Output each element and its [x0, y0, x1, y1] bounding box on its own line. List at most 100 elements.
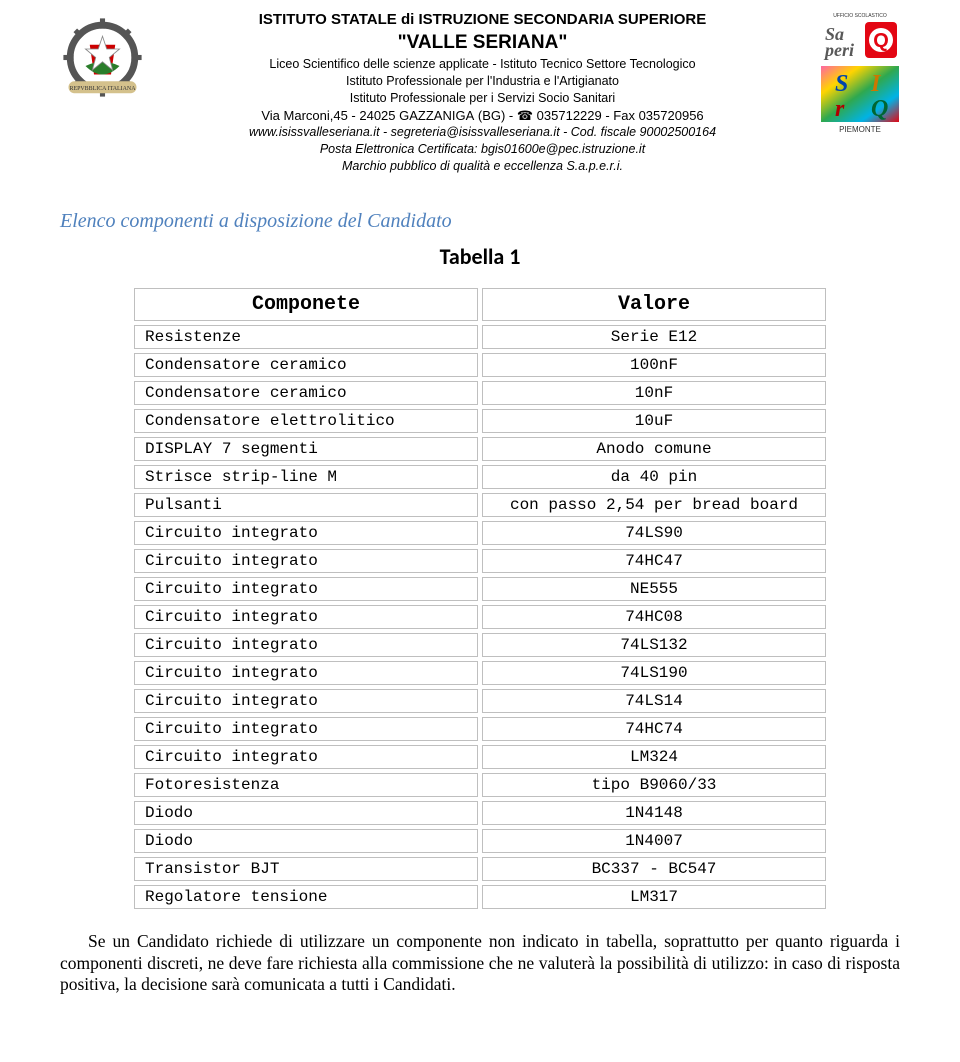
cell-valore: Serie E12: [482, 325, 826, 349]
institute-sub-1: Liceo Scientifico delle scienze applicat…: [155, 56, 810, 73]
institute-sub-2: Istituto Professionale per l'Industria e…: [155, 73, 810, 90]
cell-componente: Strisce strip-line M: [134, 465, 478, 489]
cell-valore: 74HC47: [482, 549, 826, 573]
cell-valore: 10uF: [482, 409, 826, 433]
svg-text:PIEMONTE: PIEMONTE: [839, 125, 881, 134]
cell-valore: 74LS132: [482, 633, 826, 657]
table-row: Fotoresistenzatipo B9060/33: [134, 773, 826, 797]
marchio-line: Marchio pubblico di qualità e eccellenza…: [155, 158, 810, 175]
table-row: Circuito integrato74HC47: [134, 549, 826, 573]
table-title: Tabella 1: [60, 243, 900, 270]
institute-name-1: ISTITUTO STATALE di ISTRUZIONE SECONDARI…: [155, 10, 810, 30]
pec-line: Posta Elettronica Certificata: bgis01600…: [155, 141, 810, 158]
cell-valore: tipo B9060/33: [482, 773, 826, 797]
col-header-componente: Componete: [134, 288, 478, 321]
table-row: Transistor BJTBC337 - BC547: [134, 857, 826, 881]
svg-text:peri: peri: [823, 40, 854, 60]
srq-logo-icon: S I r Q PIEMONTE: [821, 66, 899, 134]
address-smallcaps: AZZANIGA: [409, 108, 474, 123]
cell-componente: Circuito integrato: [134, 689, 478, 713]
components-table: Componete Valore ResistenzeSerie E12Cond…: [130, 284, 830, 913]
cell-valore: 100nF: [482, 353, 826, 377]
cell-valore: da 40 pin: [482, 465, 826, 489]
cell-valore: NE555: [482, 577, 826, 601]
svg-text:I: I: [870, 71, 882, 97]
address-pre: Via Marconi,45 - 24025 G: [261, 108, 409, 123]
table-row: Diodo1N4007: [134, 829, 826, 853]
cell-valore: Anodo comune: [482, 437, 826, 461]
document-page: REPVBBLICA ITALIANA ISTITUTO STATALE di …: [0, 0, 960, 1054]
cell-componente: Regolatore tensione: [134, 885, 478, 909]
cell-componente: Transistor BJT: [134, 857, 478, 881]
cell-componente: Resistenze: [134, 325, 478, 349]
cell-componente: Circuito integrato: [134, 717, 478, 741]
cell-componente: Pulsanti: [134, 493, 478, 517]
institute-sub-3: Istituto Professionale per i Servizi Soc…: [155, 90, 810, 107]
main-content: Elenco componenti a disposizione del Can…: [60, 210, 900, 997]
institute-name-2: "VALLE SERIANA": [155, 30, 810, 56]
cell-valore: 10nF: [482, 381, 826, 405]
svg-text:r: r: [835, 96, 845, 122]
cell-componente: Circuito integrato: [134, 521, 478, 545]
table-header-row: Componete Valore: [134, 288, 826, 321]
cell-componente: Circuito integrato: [134, 577, 478, 601]
cell-componente: Circuito integrato: [134, 549, 478, 573]
table-row: Condensatore ceramico100nF: [134, 353, 826, 377]
svg-text:Q: Q: [873, 30, 889, 52]
cell-valore: 74LS190: [482, 661, 826, 685]
saperi-logo-icon: UFFICIO SCOLASTICO Sa peri Q: [821, 10, 899, 60]
cell-componente: Circuito integrato: [134, 745, 478, 769]
cell-valore: 1N4007: [482, 829, 826, 853]
table-row: Circuito integratoLM324: [134, 745, 826, 769]
address-post: (BG) - ☎ 035712229 - Fax 035720956: [474, 108, 703, 123]
footer-paragraph: Se un Candidato richiede di utilizzare u…: [60, 931, 900, 997]
table-row: Circuito integrato74LS132: [134, 633, 826, 657]
table-body: ResistenzeSerie E12Condensatore ceramico…: [134, 325, 826, 909]
table-row: ResistenzeSerie E12: [134, 325, 826, 349]
table-row: Circuito integrato74LS190: [134, 661, 826, 685]
table-row: Condensatore elettrolitico10uF: [134, 409, 826, 433]
cell-componente: Diodo: [134, 801, 478, 825]
svg-text:S: S: [835, 71, 848, 97]
address-line: Via Marconi,45 - 24025 GAZZANIGA (BG) - …: [155, 107, 810, 125]
table-row: Condensatore ceramico10nF: [134, 381, 826, 405]
table-row: Circuito integrato74HC08: [134, 605, 826, 629]
cell-componente: Circuito integrato: [134, 633, 478, 657]
table-row: Diodo1N4148: [134, 801, 826, 825]
cell-componente: DISPLAY 7 segmenti: [134, 437, 478, 461]
italian-emblem-icon: REPVBBLICA ITALIANA: [60, 15, 145, 100]
table-row: Circuito integrato74LS14: [134, 689, 826, 713]
table-row: Circuito integrato74HC74: [134, 717, 826, 741]
ufficio-label: UFFICIO SCOLASTICO: [833, 13, 887, 19]
cell-valore: 74LS14: [482, 689, 826, 713]
table-row: Pulsanticon passo 2,54 per bread board: [134, 493, 826, 517]
cell-componente: Circuito integrato: [134, 661, 478, 685]
cell-componente: Circuito integrato: [134, 605, 478, 629]
cell-componente: Condensatore ceramico: [134, 353, 478, 377]
header-text-block: ISTITUTO STATALE di ISTRUZIONE SECONDARI…: [155, 10, 810, 175]
cell-valore: LM324: [482, 745, 826, 769]
cell-valore: con passo 2,54 per bread board: [482, 493, 826, 517]
cell-componente: Diodo: [134, 829, 478, 853]
cell-valore: 74HC74: [482, 717, 826, 741]
cell-valore: LM317: [482, 885, 826, 909]
table-row: Strisce strip-line Mda 40 pin: [134, 465, 826, 489]
svg-text:Q: Q: [871, 96, 888, 122]
svg-text:REPVBBLICA ITALIANA: REPVBBLICA ITALIANA: [70, 86, 137, 92]
cell-valore: 74LS90: [482, 521, 826, 545]
table-row: DISPLAY 7 segmentiAnodo comune: [134, 437, 826, 461]
cell-valore: BC337 - BC547: [482, 857, 826, 881]
cell-valore: 1N4148: [482, 801, 826, 825]
cell-componente: Condensatore ceramico: [134, 381, 478, 405]
table-row: Regolatore tensioneLM317: [134, 885, 826, 909]
web-line: www.isissvalleseriana.it - segreteria@is…: [155, 124, 810, 141]
cell-valore: 74HC08: [482, 605, 826, 629]
section-title: Elenco componenti a disposizione del Can…: [60, 210, 900, 233]
document-header: REPVBBLICA ITALIANA ISTITUTO STATALE di …: [60, 10, 900, 175]
right-logo-column: UFFICIO SCOLASTICO Sa peri Q: [820, 10, 900, 134]
col-header-valore: Valore: [482, 288, 826, 321]
cell-componente: Condensatore elettrolitico: [134, 409, 478, 433]
table-row: Circuito integrato74LS90: [134, 521, 826, 545]
cell-componente: Fotoresistenza: [134, 773, 478, 797]
table-row: Circuito integratoNE555: [134, 577, 826, 601]
